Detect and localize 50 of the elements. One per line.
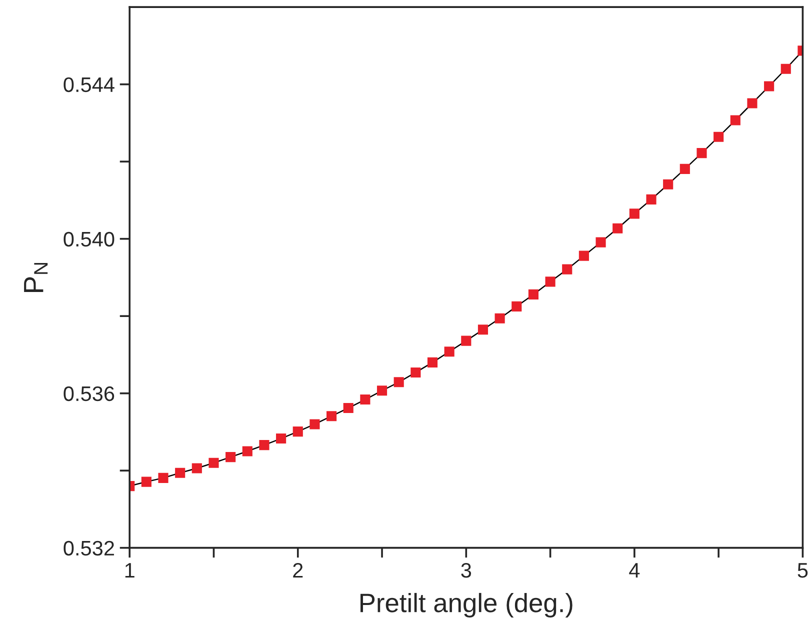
point xyxy=(545,276,556,287)
y-tick-label: 0.544 xyxy=(64,77,114,92)
point xyxy=(310,419,320,430)
point xyxy=(192,463,202,474)
x-tick-label: 3 xyxy=(461,562,472,578)
point xyxy=(663,179,674,190)
point xyxy=(461,336,472,346)
x-tick-label: 5 xyxy=(798,563,808,578)
point xyxy=(376,386,388,396)
point xyxy=(730,115,740,126)
point xyxy=(747,98,758,108)
point xyxy=(226,452,236,462)
point xyxy=(478,324,488,335)
point xyxy=(444,346,454,357)
point xyxy=(394,377,404,388)
point xyxy=(292,426,303,437)
point xyxy=(427,357,438,368)
y-tick-label: 0.536 xyxy=(64,386,114,402)
point xyxy=(780,64,791,74)
point xyxy=(326,411,337,422)
point xyxy=(141,476,152,487)
point xyxy=(410,367,421,378)
point xyxy=(494,313,505,324)
y-tick-label: 0.532 xyxy=(64,540,114,556)
point xyxy=(646,194,656,204)
point xyxy=(208,458,219,468)
point xyxy=(596,237,606,248)
point xyxy=(276,433,286,444)
point xyxy=(696,148,707,158)
point xyxy=(714,132,724,142)
point xyxy=(360,394,370,405)
point xyxy=(528,289,538,300)
point xyxy=(175,468,186,478)
x-axis-title: Pretilt angle (deg.) xyxy=(360,592,572,618)
point xyxy=(562,264,572,274)
point xyxy=(629,208,640,219)
point xyxy=(259,440,270,450)
y-tick-label: 0.540 xyxy=(64,232,114,247)
point xyxy=(158,472,168,483)
point xyxy=(612,223,623,234)
point xyxy=(764,81,774,92)
x-tick-label: 4 xyxy=(629,563,640,578)
point xyxy=(578,250,589,261)
x-tick-label: 2 xyxy=(293,562,303,578)
point xyxy=(680,164,690,174)
point xyxy=(242,446,252,456)
x-tick-label: 1 xyxy=(125,563,134,578)
y-axis-title: P$_{N}$ xyxy=(24,263,48,292)
point xyxy=(343,402,354,414)
point xyxy=(512,301,522,312)
